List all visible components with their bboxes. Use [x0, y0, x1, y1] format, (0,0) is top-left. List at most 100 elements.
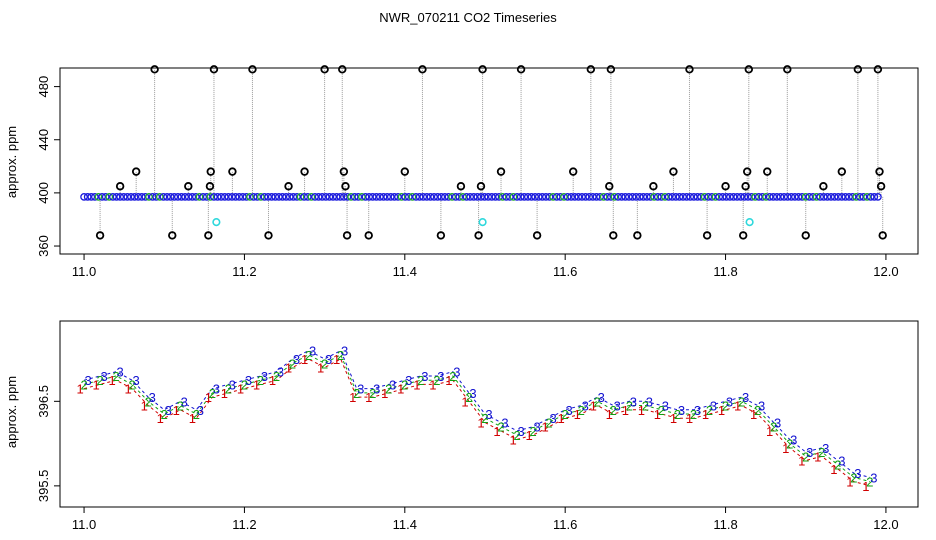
series-point-3: 3 — [646, 394, 653, 409]
series-point-3: 3 — [614, 399, 621, 414]
series-point-2: 2 — [706, 403, 713, 418]
baseline-point — [278, 193, 287, 201]
outlier-point — [568, 167, 578, 176]
baseline-point — [159, 193, 168, 201]
axes-bottom: 11.0 11.2 11.4 11.6 11.8 12.0 395.5 396.5 — [36, 385, 899, 532]
baseline-point — [246, 193, 254, 201]
baseline-point — [495, 193, 503, 201]
baseline-point — [852, 193, 861, 201]
series-point-3: 3 — [517, 424, 524, 439]
baseline-point — [700, 193, 709, 201]
baseline-point — [693, 193, 702, 201]
series-point-3: 3 — [437, 369, 444, 384]
baseline-point — [632, 193, 640, 201]
baseline-point — [318, 193, 327, 201]
outlier-point — [320, 65, 329, 74]
series-point-2: 2 — [850, 470, 857, 485]
outlier-point — [669, 167, 678, 176]
series-point-3: 3 — [550, 411, 557, 426]
series-point-3: 3 — [501, 415, 508, 430]
series-point-2: 2 — [193, 407, 200, 422]
series-point-2: 2 — [177, 399, 184, 414]
flag-series — [212, 218, 754, 227]
series-point-3: 3 — [293, 352, 300, 367]
series-point-2: 2 — [353, 386, 360, 401]
baseline-point — [412, 193, 420, 201]
baseline-point — [343, 193, 352, 201]
baseline-point — [98, 193, 106, 201]
series-point-2: 2 — [722, 399, 729, 414]
baseline-point — [448, 193, 456, 201]
series-point-1: 1 — [269, 373, 276, 388]
baseline-point — [282, 193, 290, 201]
baseline-point — [267, 193, 276, 201]
baseline-point — [531, 193, 539, 201]
series-point-3: 3 — [421, 369, 428, 384]
baseline-point — [758, 193, 767, 201]
outlier-point — [341, 182, 350, 191]
baseline-point — [505, 193, 514, 201]
series-point-1: 1 — [237, 382, 244, 397]
series-point-1: 1 — [413, 377, 420, 392]
baseline-point — [534, 193, 543, 201]
baseline-point — [513, 193, 521, 201]
series-point-3: 3 — [726, 394, 733, 409]
baseline-point — [174, 193, 182, 201]
series-point-3: 3 — [277, 365, 284, 380]
baseline-point — [509, 193, 518, 201]
baseline-point — [87, 193, 96, 201]
flag-point — [745, 218, 754, 227]
baseline-point — [116, 193, 124, 201]
baseline-point — [376, 193, 384, 201]
baseline-point — [358, 193, 366, 201]
series-point-3: 3 — [149, 390, 156, 405]
series-point-1: 1 — [814, 449, 821, 464]
baseline-point — [762, 193, 770, 201]
baseline-point — [350, 193, 359, 201]
series-point-2: 2 — [96, 373, 103, 388]
baseline-point — [188, 193, 197, 201]
series-point-2: 2 — [690, 407, 697, 422]
baseline-point — [441, 193, 449, 201]
series-point-3: 3 — [822, 441, 829, 456]
series-point-2: 2 — [562, 407, 569, 422]
baseline-point — [588, 193, 597, 201]
series-point-2: 2 — [337, 348, 344, 363]
baseline-point — [285, 193, 294, 201]
series-point-1: 1 — [253, 377, 260, 392]
baseline-point — [347, 193, 355, 201]
outlier-point — [456, 182, 466, 191]
baseline-point — [469, 193, 478, 201]
series-point-3: 3 — [389, 377, 396, 392]
baseline-point — [527, 193, 536, 201]
series-point-1: 1 — [750, 407, 757, 422]
baseline-point — [170, 193, 179, 201]
baseline-point — [823, 193, 832, 201]
baseline-point — [718, 193, 727, 201]
series-point-1: 1 — [718, 403, 725, 418]
baseline-series — [80, 193, 882, 201]
series-point-2: 2 — [129, 377, 136, 392]
series-point-2: 2 — [273, 369, 280, 384]
baseline-point — [874, 193, 882, 201]
baseline-point — [776, 193, 785, 201]
baseline-point — [152, 193, 161, 201]
bottom-ytick-label: 396.5 — [36, 385, 51, 418]
series-point-1: 1 — [285, 361, 292, 376]
baseline-point — [181, 193, 189, 201]
baseline-point — [549, 193, 557, 201]
baseline-point — [592, 193, 601, 201]
series-point-2: 2 — [321, 356, 328, 371]
baseline-point — [433, 193, 442, 201]
baseline-point — [711, 193, 720, 201]
baseline-point — [109, 193, 117, 201]
series-point-2: 2 — [257, 373, 264, 388]
baseline-point — [704, 193, 713, 201]
baseline-point — [682, 193, 691, 201]
baseline-point — [733, 193, 742, 201]
bottom-xtick-label: 12.0 — [873, 517, 898, 532]
baseline-point — [249, 193, 258, 201]
series-point-3: 3 — [341, 344, 348, 359]
outlier-point — [609, 231, 618, 240]
